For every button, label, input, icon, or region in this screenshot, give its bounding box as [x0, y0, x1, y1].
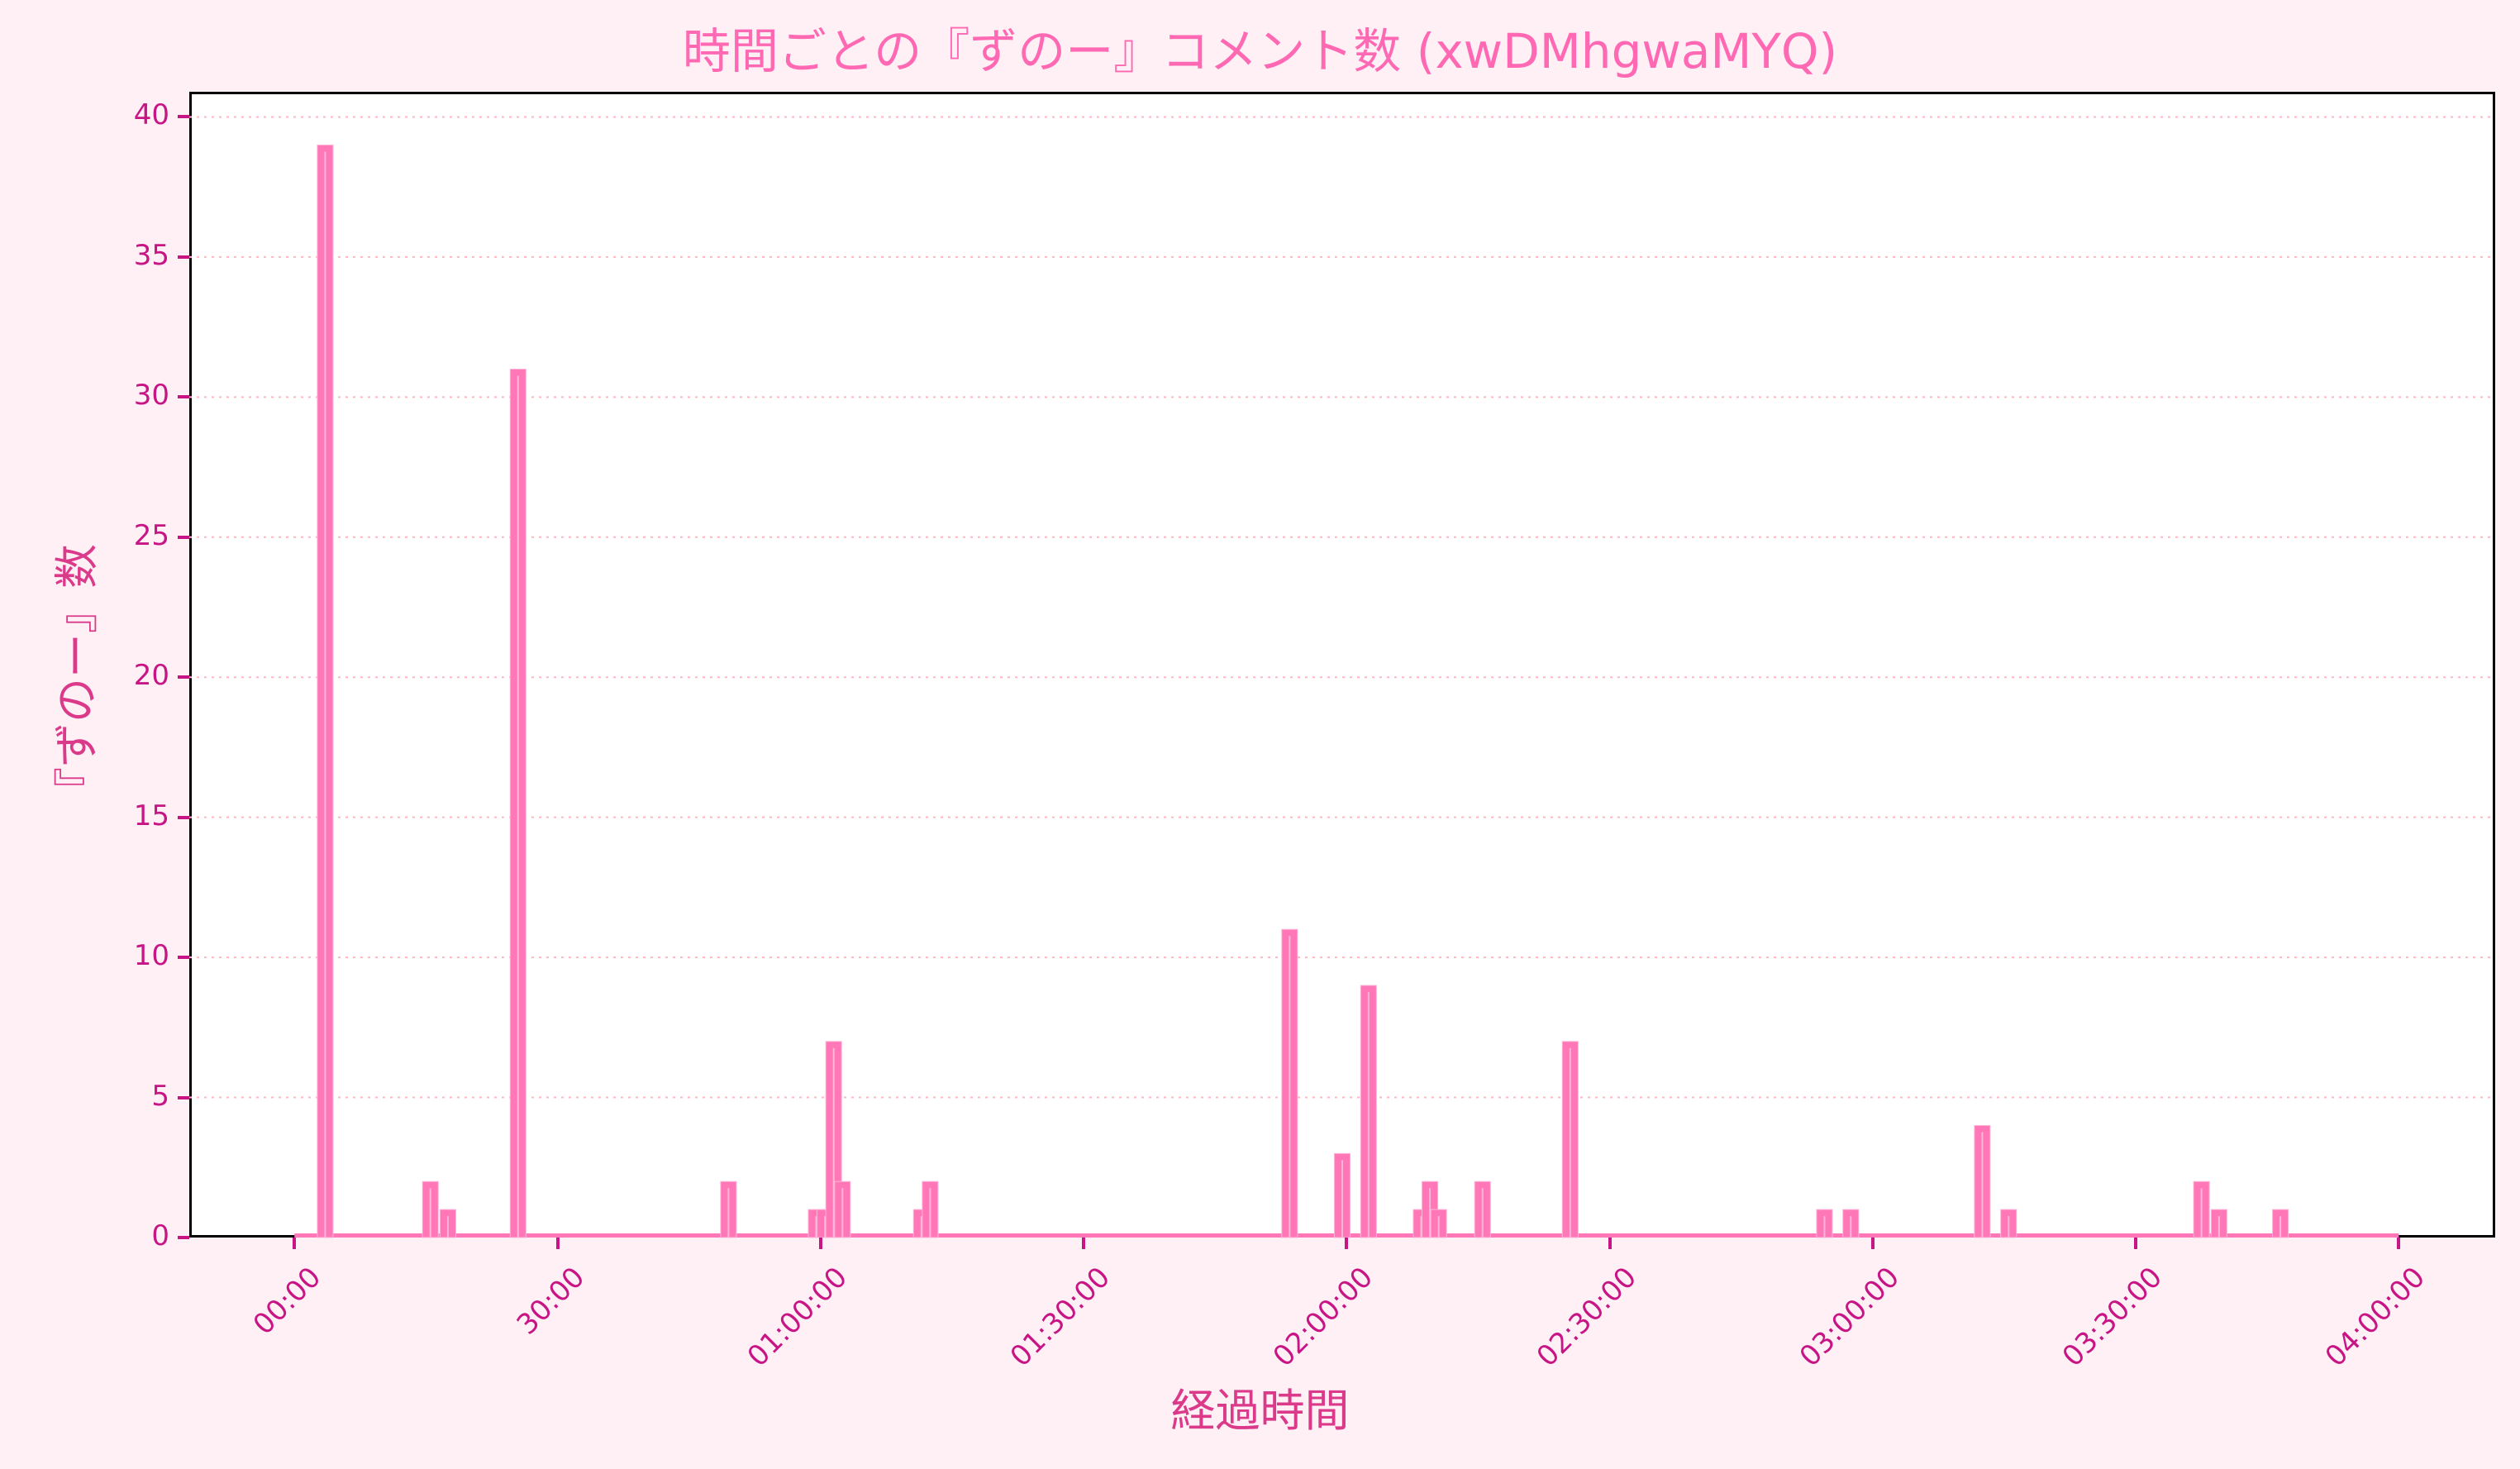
- y-tick-label: 20: [133, 659, 169, 693]
- x-axis-label: 経過時間: [1170, 1385, 1350, 1437]
- bar: [1842, 1209, 1860, 1238]
- x-tick-label: 01:00:00: [741, 1261, 854, 1374]
- y-tick-label: 40: [133, 98, 169, 132]
- bar: [1430, 1209, 1447, 1238]
- bar: [720, 1180, 737, 1238]
- bar: [509, 368, 526, 1238]
- bar: [1333, 1152, 1351, 1238]
- x-tick-mark: [293, 1238, 297, 1249]
- y-tick-mark: [178, 815, 189, 819]
- bar: [1974, 1124, 1991, 1238]
- y-tick-label: 0: [151, 1219, 169, 1252]
- x-tick-label: 30:00: [510, 1261, 591, 1342]
- bar: [1474, 1180, 1491, 1238]
- x-tick-label: 04:00:00: [2319, 1261, 2432, 1374]
- y-tick-mark: [178, 1095, 189, 1099]
- y-tick-label: 25: [133, 518, 169, 552]
- bar: [1816, 1209, 1833, 1238]
- y-tick-mark: [178, 115, 189, 119]
- y-tick-mark: [178, 395, 189, 399]
- y-tick-mark: [178, 255, 189, 259]
- x-tick-label: 03:30:00: [2056, 1261, 2170, 1374]
- y-tick-mark: [178, 1236, 189, 1239]
- y-axis-label: 『ずのー』数: [50, 544, 103, 812]
- bar: [922, 1180, 939, 1238]
- x-tick-label: 01:30:00: [1003, 1261, 1117, 1374]
- chart-svg: [189, 116, 2495, 1238]
- x-tick-mark: [1870, 1238, 1875, 1249]
- plot-area: [189, 92, 2495, 1238]
- x-tick-mark: [818, 1238, 822, 1249]
- bar: [2210, 1209, 2227, 1238]
- x-tick-label: 03:00:00: [1793, 1261, 1906, 1374]
- bar: [1281, 928, 1298, 1238]
- x-tick-label: 02:00:00: [1267, 1261, 1380, 1374]
- y-tick-label: 15: [133, 799, 169, 832]
- y-tick-mark: [178, 956, 189, 960]
- y-tick-label: 10: [133, 939, 169, 973]
- x-tick-mark: [555, 1238, 560, 1249]
- x-tick-mark: [1345, 1238, 1349, 1249]
- x-tick-mark: [1082, 1238, 1086, 1249]
- y-tick-label: 30: [133, 379, 169, 413]
- bar: [439, 1209, 456, 1238]
- bar: [2000, 1209, 2017, 1238]
- y-tick-label: 5: [151, 1079, 169, 1113]
- x-tick-mark: [2134, 1238, 2138, 1249]
- bar: [2272, 1209, 2289, 1238]
- x-tick-label: 02:30:00: [1530, 1261, 1643, 1374]
- bar: [1360, 985, 1377, 1238]
- bar: [2193, 1180, 2210, 1238]
- x-tick-label: 00:00: [246, 1261, 328, 1342]
- bar: [317, 144, 334, 1238]
- y-tick-label: 35: [133, 238, 169, 272]
- y-tick-mark: [178, 675, 189, 680]
- chart-title: 時間ごとの『ずのー』コメント数 (xwDMhgwaMYQ): [682, 23, 1838, 79]
- bar: [834, 1180, 851, 1238]
- x-tick-mark: [2397, 1238, 2401, 1249]
- bar: [1561, 1041, 1579, 1238]
- y-tick-mark: [178, 535, 189, 539]
- bar: [422, 1180, 439, 1238]
- x-tick-mark: [1608, 1238, 1612, 1249]
